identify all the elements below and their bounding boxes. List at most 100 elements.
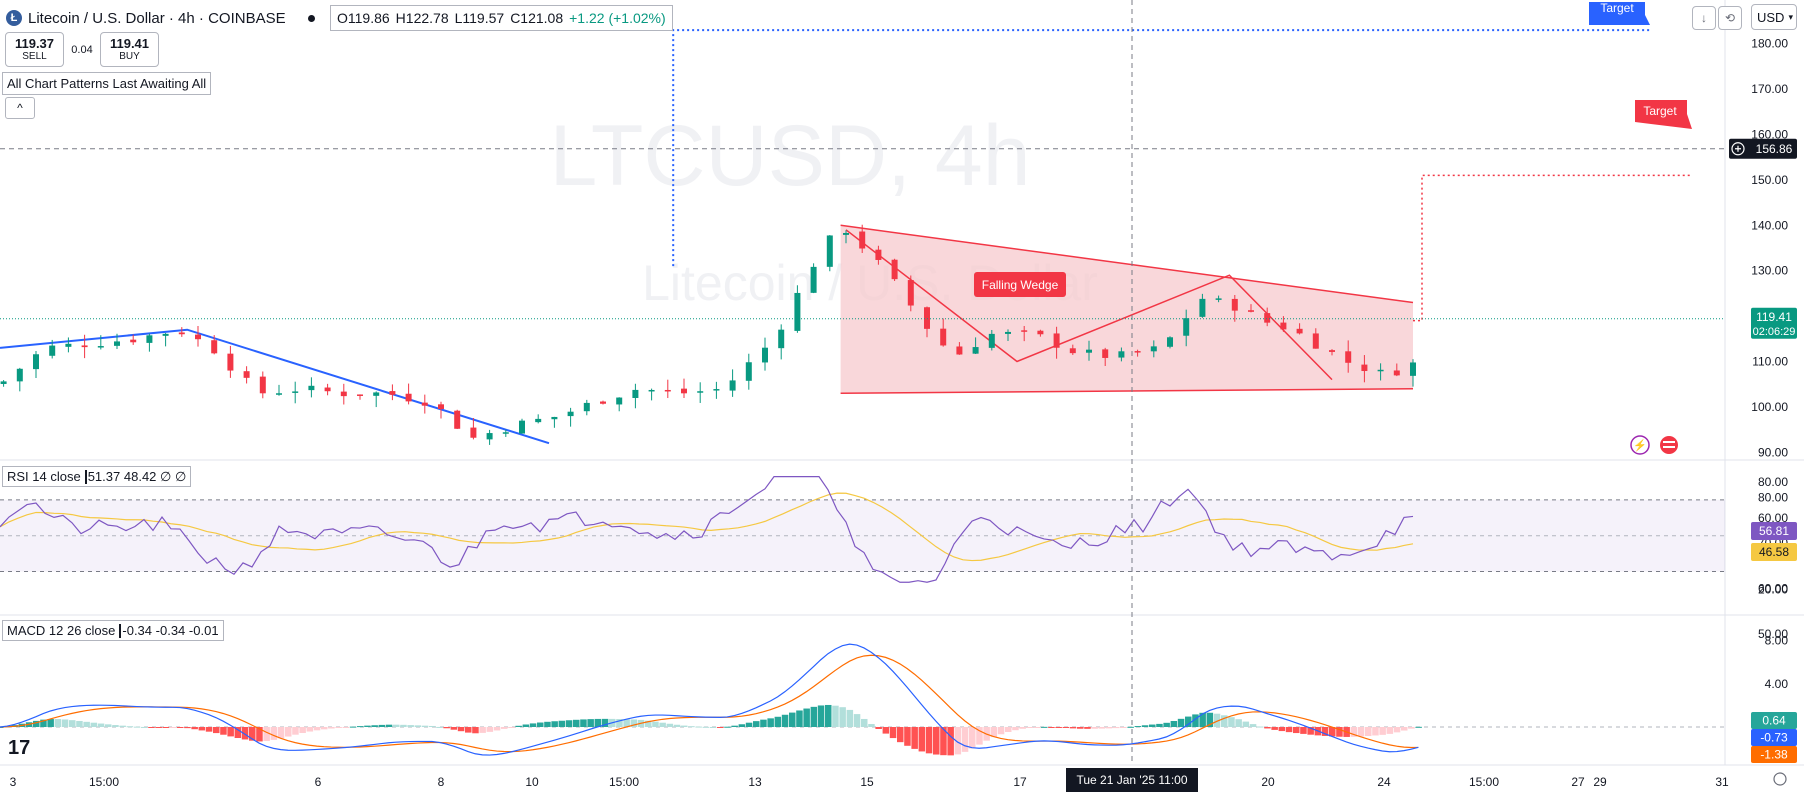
- candle-body[interactable]: [486, 433, 493, 440]
- candle-body[interactable]: [162, 333, 169, 336]
- indicator-legend-patterns[interactable]: All Chart Patterns Last Awaiting All: [2, 72, 212, 95]
- macd-histogram-bar[interactable]: [1149, 724, 1156, 727]
- candle-body[interactable]: [1199, 298, 1206, 317]
- macd-histogram-bar[interactable]: [1357, 727, 1365, 737]
- candle-body[interactable]: [324, 387, 331, 392]
- candle-body[interactable]: [308, 385, 315, 391]
- macd-histogram-bar[interactable]: [522, 724, 530, 727]
- macd-histogram-bar[interactable]: [349, 726, 357, 728]
- rsi-ma-line[interactable]: [0, 492, 1414, 562]
- macd-histogram-bar[interactable]: [1120, 727, 1127, 728]
- candle-body[interactable]: [924, 307, 930, 329]
- candle-body[interactable]: [114, 341, 120, 346]
- macd-histogram-bar[interactable]: [1019, 727, 1026, 729]
- candle-body[interactable]: [276, 393, 282, 395]
- candle-body[interactable]: [826, 235, 833, 267]
- macd-histogram-bar[interactable]: [601, 718, 609, 727]
- macd-histogram-bar[interactable]: [616, 719, 623, 727]
- candle-body[interactable]: [1280, 322, 1287, 330]
- candle-body[interactable]: [778, 329, 785, 349]
- candle-body[interactable]: [745, 362, 752, 381]
- candle-body[interactable]: [697, 391, 704, 393]
- macd-histogram-bar[interactable]: [1307, 727, 1314, 735]
- macd-histogram-bar[interactable]: [83, 721, 90, 727]
- candle-body[interactable]: [664, 389, 671, 392]
- macd-histogram-bar[interactable]: [731, 725, 738, 727]
- macd-histogram-bar[interactable]: [1033, 727, 1041, 728]
- candle-body[interactable]: [762, 347, 768, 363]
- macd-histogram-bar[interactable]: [1141, 725, 1149, 727]
- candle-body[interactable]: [421, 402, 428, 406]
- macd-histogram-bar[interactable]: [1098, 727, 1106, 729]
- wedge-upper-line[interactable]: [840, 224, 1414, 304]
- buy-button[interactable]: 119.41 BUY: [100, 32, 159, 67]
- macd-histogram-bar[interactable]: [1156, 723, 1163, 727]
- macd-histogram-bar[interactable]: [1386, 727, 1394, 734]
- candle-body[interactable]: [567, 411, 574, 417]
- macd-histogram-bar[interactable]: [551, 721, 558, 727]
- candle-body[interactable]: [16, 368, 23, 382]
- macd-histogram-bar[interactable]: [1401, 727, 1408, 731]
- macd-histogram-bar[interactable]: [184, 727, 191, 729]
- blue-pattern-line[interactable]: [0, 328, 550, 445]
- macd-histogram-bar[interactable]: [954, 727, 962, 755]
- macd-histogram-bar[interactable]: [673, 724, 681, 727]
- macd-histogram-bar[interactable]: [1062, 727, 1070, 728]
- macd-histogram-bar[interactable]: [645, 720, 652, 727]
- macd-histogram-bar[interactable]: [1249, 724, 1257, 727]
- macd-histogram-bar[interactable]: [1134, 726, 1142, 728]
- macd-histogram-bar[interactable]: [875, 727, 882, 729]
- macd-histogram-bar[interactable]: [997, 727, 1005, 735]
- candle-body[interactable]: [616, 397, 623, 405]
- candle-body[interactable]: [681, 388, 687, 394]
- macd-histogram-bar[interactable]: [1012, 727, 1019, 731]
- macd-histogram-bar[interactable]: [1393, 727, 1401, 733]
- candle-body[interactable]: [1296, 328, 1303, 334]
- candle-body[interactable]: [130, 339, 137, 343]
- macd-histogram-bar[interactable]: [1069, 727, 1077, 729]
- candle-body[interactable]: [988, 333, 995, 348]
- candle-body[interactable]: [891, 259, 898, 280]
- candle-body[interactable]: [243, 371, 250, 378]
- macd-histogram-bar[interactable]: [1041, 726, 1048, 728]
- macd-histogram-bar[interactable]: [1408, 727, 1415, 729]
- candle-body[interactable]: [1231, 298, 1238, 311]
- candle-body[interactable]: [0, 381, 7, 384]
- macd-histogram-bar[interactable]: [1185, 716, 1192, 727]
- macd-histogram-bar[interactable]: [810, 706, 818, 727]
- macd-histogram-bar[interactable]: [1321, 727, 1329, 736]
- macd-histogram-bar[interactable]: [688, 726, 695, 728]
- macd-histogram-bar[interactable]: [54, 719, 62, 727]
- candle-body[interactable]: [1150, 346, 1157, 352]
- candle-body[interactable]: [583, 402, 590, 412]
- macd-histogram-bar[interactable]: [1257, 726, 1264, 728]
- macd-histogram-bar[interactable]: [220, 727, 227, 735]
- macd-histogram-bar[interactable]: [162, 727, 170, 728]
- candle-body[interactable]: [49, 345, 56, 356]
- candle-body[interactable]: [211, 340, 218, 354]
- macd-histogram-bar[interactable]: [299, 727, 306, 733]
- candle-body[interactable]: [65, 343, 72, 347]
- macd-histogram-bar[interactable]: [508, 727, 515, 728]
- macd-histogram-bar[interactable]: [133, 726, 141, 728]
- macd-histogram-bar[interactable]: [573, 719, 580, 727]
- macd-histogram-bar[interactable]: [1336, 727, 1343, 737]
- candle-body[interactable]: [907, 280, 914, 306]
- macd-histogram-bar[interactable]: [1285, 727, 1293, 733]
- candle-body[interactable]: [940, 328, 947, 346]
- macd-histogram-bar[interactable]: [385, 724, 393, 727]
- macd-histogram-bar[interactable]: [436, 726, 443, 728]
- candle-body[interactable]: [1021, 330, 1028, 332]
- macd-histogram-bar[interactable]: [940, 727, 947, 756]
- macd-histogram-bar[interactable]: [1055, 727, 1062, 728]
- macd-histogram-bar[interactable]: [861, 718, 868, 727]
- pattern-label-box[interactable]: [974, 272, 1066, 297]
- macd-histogram-bar[interactable]: [580, 719, 587, 727]
- candle-body[interactable]: [1361, 364, 1368, 372]
- macd-histogram-bar[interactable]: [371, 725, 378, 727]
- macd-histogram-bar[interactable]: [342, 727, 350, 728]
- macd-histogram-bar[interactable]: [357, 726, 364, 728]
- macd-histogram-bar[interactable]: [825, 704, 832, 727]
- macd-histogram-bar[interactable]: [119, 725, 126, 727]
- macd-histogram-bar[interactable]: [717, 727, 724, 728]
